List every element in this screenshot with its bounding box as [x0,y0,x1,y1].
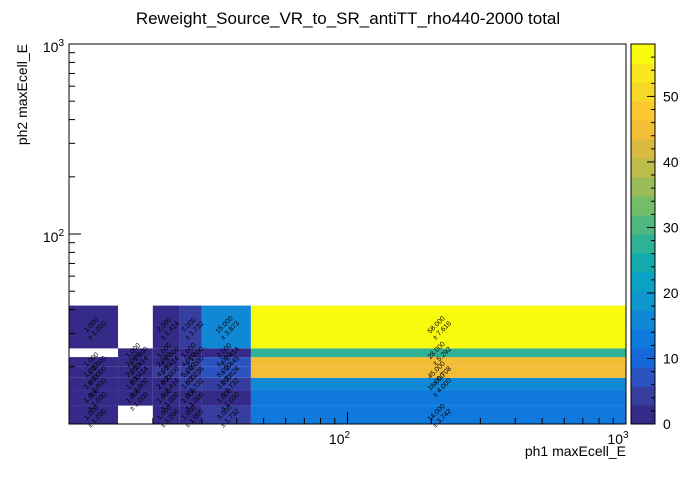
heatmap-cell [152,348,180,358]
z-tick-label: 30 [663,219,679,235]
z-tick-label: 10 [663,350,679,366]
heatmap-cell [250,348,626,358]
palette-band [631,177,655,197]
color-palette: 0 10 20 30 40 50 [630,43,679,432]
palette-band [631,272,655,292]
heatmap-cell [69,366,119,378]
palette-band [631,234,655,254]
palette-band [631,82,655,102]
heatmap-cell [250,366,626,378]
palette-band [631,120,655,140]
palette-band [631,196,655,216]
palette-band [631,367,655,387]
heatmap-cell [152,357,180,367]
palette-band [631,348,655,368]
z-tick-label: 50 [663,88,679,104]
heatmap-cell [118,357,153,367]
heatmap-cell [69,305,119,349]
y-tick-label: 103 [43,38,65,55]
heatmap-cell [69,405,119,424]
heatmap-cell [201,390,251,406]
heatmap-cell [179,357,202,367]
x-axis-label: ph1 maxEcell_E [525,443,626,459]
x-tick-label: 102 [329,430,351,447]
palette-band [631,101,655,121]
palette-band [631,158,655,178]
heatmap-cell [201,348,251,358]
heatmap-cell [118,366,153,378]
palette-band [631,44,655,64]
heatmap-cell [179,390,202,406]
palette-band [631,139,655,159]
palette-band [631,310,655,330]
heatmap-cell [201,405,251,424]
heatmap-cell [118,348,153,358]
heatmap-cell [69,357,119,367]
heatmap-cell [179,348,202,358]
heatmap-cell [69,390,119,406]
heatmap-cell [118,390,153,406]
heatmap-cells [69,305,626,424]
heatmap-cell [201,377,251,391]
heatmap-cell [250,390,626,406]
heatmap-cell [152,305,180,349]
heatmap-cell [250,377,626,391]
heatmap-cell [179,377,202,391]
y-tick-label: 102 [43,228,65,245]
heatmap-cell [179,366,202,378]
heatmap-cell [201,305,251,349]
heatmap-cell [201,366,251,378]
heatmap-cell [179,405,202,424]
heatmap-cell [152,366,180,378]
heatmap-cell [250,405,626,424]
palette-band [631,405,655,425]
cell-labels: 1.000± 1.000 1.000± 1.000 1.000± 1.000 3.00… [83,315,453,429]
heatmap-cell [179,305,202,349]
palette-band [631,63,655,83]
heatmap-cell [152,377,180,391]
heatmap-cell [250,357,626,367]
palette-band [631,291,655,311]
heatmap-cell [250,305,626,349]
heatmap-cell [201,357,251,367]
palette-band [631,329,655,349]
z-tick-label: 40 [663,154,679,170]
heatmap-cell [152,390,180,406]
heatmap-cell [152,405,180,424]
z-tick-label: 20 [663,285,679,301]
palette-band [631,253,655,273]
palette-band [631,386,655,406]
heatmap-cell [118,377,153,391]
heatmap-cell [69,377,119,391]
z-tick-label: 0 [663,416,671,432]
palette-band [631,215,655,235]
chart-title: Reweight_Source_VR_to_SR_antiTT_rho440-2… [136,9,560,28]
y-axis-label: ph2 maxEcell_E [14,44,30,145]
palette-frame [630,43,656,425]
